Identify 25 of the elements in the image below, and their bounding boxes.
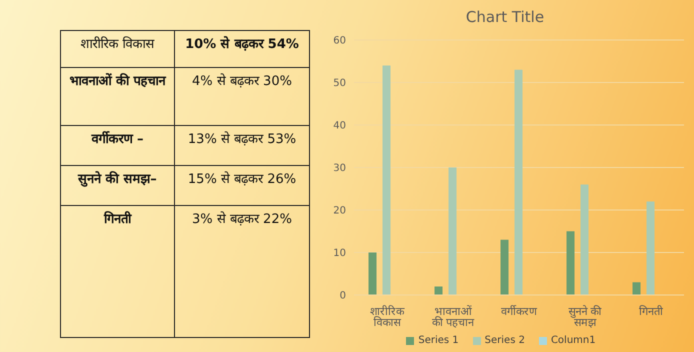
x-tick-label: भावनाओं की पहचान xyxy=(432,304,476,329)
x-tick-label: गिनती xyxy=(639,304,663,318)
text: 3% से बढ़कर 22% xyxy=(191,210,293,228)
y-tick-label: 0 xyxy=(340,290,346,302)
text: सुनने की समझ– xyxy=(61,165,174,205)
x-tick-label: सुनने की समझ xyxy=(568,304,602,329)
legend-label: Column1 xyxy=(550,335,596,346)
text: 10% से बढ़कर 54% xyxy=(174,31,309,67)
y-tick-label: 60 xyxy=(333,36,346,47)
chart-title: Chart Title xyxy=(464,8,546,28)
text: शारीरिक विकास xyxy=(61,31,174,67)
legend-label: Series 2 xyxy=(484,335,525,346)
y-tick-label: 30 xyxy=(333,163,346,174)
y-tick-label: 10 xyxy=(333,248,346,260)
text: 13% से बढ़कर 53% xyxy=(174,125,309,165)
text: 15% से बढ़कर 26% xyxy=(174,165,309,205)
text: 4% से बढ़कर 30% xyxy=(174,67,309,125)
x-tick-label: वर्गीकरण xyxy=(501,304,538,318)
y-tick-label: 20 xyxy=(333,206,346,217)
text: भावनाओं की पहचान xyxy=(61,67,174,125)
legend-label: Series 1 xyxy=(418,335,459,346)
y-tick-label: 40 xyxy=(333,120,346,132)
y-tick-label: 50 xyxy=(333,78,346,90)
x-tick-label: शारीरिक विकास xyxy=(370,304,405,329)
text: वर्गीकरण – xyxy=(61,125,174,165)
